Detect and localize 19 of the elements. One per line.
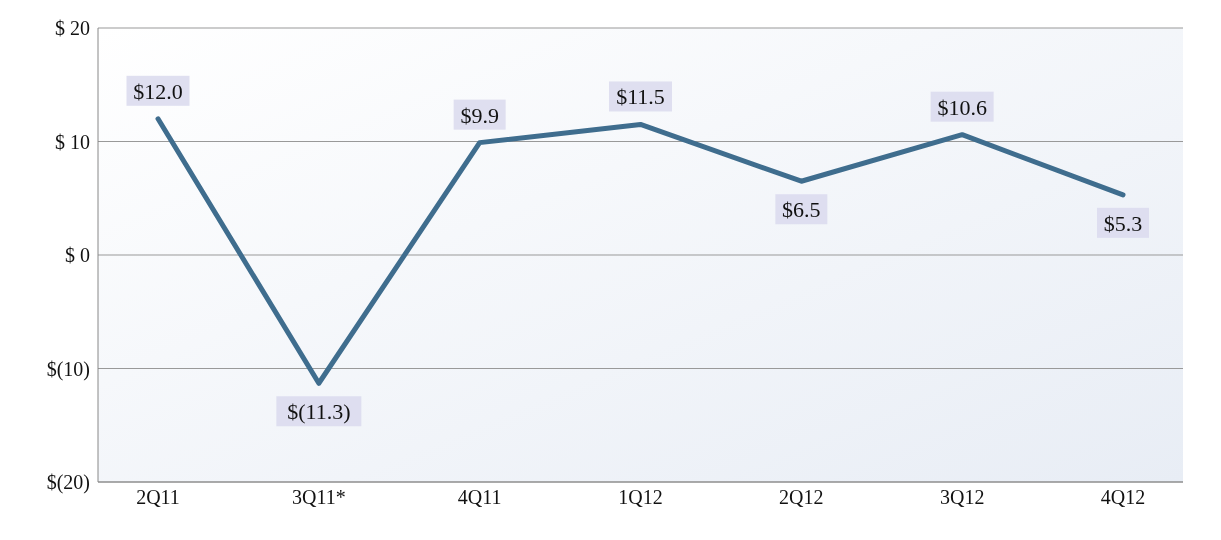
x-tick-label: 4Q12 xyxy=(1100,486,1146,509)
data-label: $6.5 xyxy=(782,197,821,223)
data-label: $11.5 xyxy=(616,84,665,110)
x-tick-label: 3Q12 xyxy=(939,486,985,509)
x-tick-label: 1Q12 xyxy=(618,486,663,509)
y-tick-label: $ 20 xyxy=(55,17,90,40)
data-label: $5.3 xyxy=(1103,210,1143,236)
data-label: $10.6 xyxy=(937,94,987,120)
data-label: $(11.3) xyxy=(287,399,351,425)
data-label: $9.9 xyxy=(460,102,499,128)
x-tick-label: 2Q12 xyxy=(779,486,824,509)
y-tick-label: $(10) xyxy=(46,357,90,381)
y-tick-label: $(20) xyxy=(46,471,90,495)
x-tick-label: 3Q11* xyxy=(291,486,346,509)
y-tick-label: $ 10 xyxy=(55,130,90,153)
data-label: $12.0 xyxy=(133,78,183,104)
x-tick-label: 4Q11 xyxy=(457,486,502,509)
y-tick-label: $ 0 xyxy=(65,244,90,267)
x-tick-label: 2Q11 xyxy=(136,486,180,509)
